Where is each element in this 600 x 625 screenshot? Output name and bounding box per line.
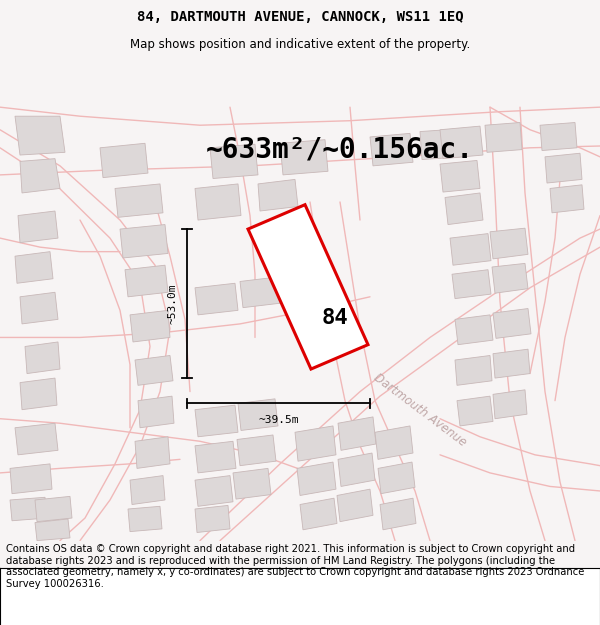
Text: ~39.5m: ~39.5m bbox=[258, 414, 299, 424]
Polygon shape bbox=[10, 498, 47, 521]
Text: Contains OS data © Crown copyright and database right 2021. This information is : Contains OS data © Crown copyright and d… bbox=[6, 544, 584, 589]
Polygon shape bbox=[493, 349, 530, 378]
Polygon shape bbox=[452, 270, 491, 299]
Polygon shape bbox=[195, 506, 230, 532]
Polygon shape bbox=[125, 265, 168, 297]
Polygon shape bbox=[493, 309, 531, 338]
Polygon shape bbox=[375, 426, 413, 459]
Polygon shape bbox=[15, 252, 53, 283]
Polygon shape bbox=[258, 179, 298, 211]
Polygon shape bbox=[237, 435, 276, 466]
Polygon shape bbox=[138, 396, 174, 428]
Polygon shape bbox=[195, 476, 233, 506]
Polygon shape bbox=[248, 205, 368, 369]
Polygon shape bbox=[233, 468, 271, 499]
Polygon shape bbox=[195, 283, 238, 315]
Polygon shape bbox=[18, 211, 58, 242]
Polygon shape bbox=[455, 315, 493, 344]
Polygon shape bbox=[493, 390, 527, 419]
Polygon shape bbox=[195, 405, 238, 437]
Polygon shape bbox=[195, 184, 241, 220]
Text: ~633m²/~0.156ac.: ~633m²/~0.156ac. bbox=[206, 136, 474, 164]
Text: Dartmouth Avenue: Dartmouth Avenue bbox=[371, 371, 469, 449]
Polygon shape bbox=[545, 153, 582, 183]
Polygon shape bbox=[135, 356, 173, 385]
Polygon shape bbox=[135, 437, 170, 468]
Polygon shape bbox=[450, 234, 491, 265]
Polygon shape bbox=[20, 378, 57, 409]
Polygon shape bbox=[280, 139, 328, 175]
Polygon shape bbox=[370, 133, 413, 166]
Polygon shape bbox=[100, 143, 148, 177]
Polygon shape bbox=[295, 426, 336, 461]
Polygon shape bbox=[120, 224, 168, 258]
Polygon shape bbox=[130, 311, 170, 342]
Polygon shape bbox=[378, 462, 415, 494]
Polygon shape bbox=[490, 228, 528, 259]
Polygon shape bbox=[10, 464, 52, 494]
Polygon shape bbox=[210, 144, 258, 179]
Polygon shape bbox=[282, 274, 320, 304]
Polygon shape bbox=[128, 506, 162, 532]
Polygon shape bbox=[550, 185, 584, 213]
Text: 84: 84 bbox=[322, 308, 349, 328]
Polygon shape bbox=[338, 453, 375, 486]
Text: ~53.0m: ~53.0m bbox=[168, 283, 178, 324]
Polygon shape bbox=[380, 498, 416, 530]
Polygon shape bbox=[20, 159, 60, 193]
Polygon shape bbox=[440, 161, 480, 192]
Polygon shape bbox=[195, 441, 236, 473]
Polygon shape bbox=[297, 462, 336, 496]
Polygon shape bbox=[25, 342, 60, 374]
Polygon shape bbox=[485, 122, 522, 152]
Polygon shape bbox=[440, 126, 483, 159]
Polygon shape bbox=[35, 496, 72, 522]
Polygon shape bbox=[540, 122, 577, 151]
Polygon shape bbox=[457, 396, 493, 426]
Polygon shape bbox=[492, 263, 528, 293]
Polygon shape bbox=[130, 476, 165, 504]
Polygon shape bbox=[445, 193, 483, 224]
Text: 84, DARTMOUTH AVENUE, CANNOCK, WS11 1EQ: 84, DARTMOUTH AVENUE, CANNOCK, WS11 1EQ bbox=[137, 10, 463, 24]
Polygon shape bbox=[240, 277, 281, 308]
Polygon shape bbox=[300, 498, 337, 530]
Polygon shape bbox=[337, 489, 373, 522]
Polygon shape bbox=[455, 356, 492, 385]
Polygon shape bbox=[238, 399, 278, 431]
Polygon shape bbox=[35, 519, 70, 541]
Text: Map shows position and indicative extent of the property.: Map shows position and indicative extent… bbox=[130, 38, 470, 51]
Polygon shape bbox=[420, 129, 462, 159]
Polygon shape bbox=[15, 116, 65, 155]
Polygon shape bbox=[338, 417, 376, 451]
Polygon shape bbox=[115, 184, 163, 218]
Polygon shape bbox=[15, 423, 58, 455]
Polygon shape bbox=[20, 292, 58, 324]
